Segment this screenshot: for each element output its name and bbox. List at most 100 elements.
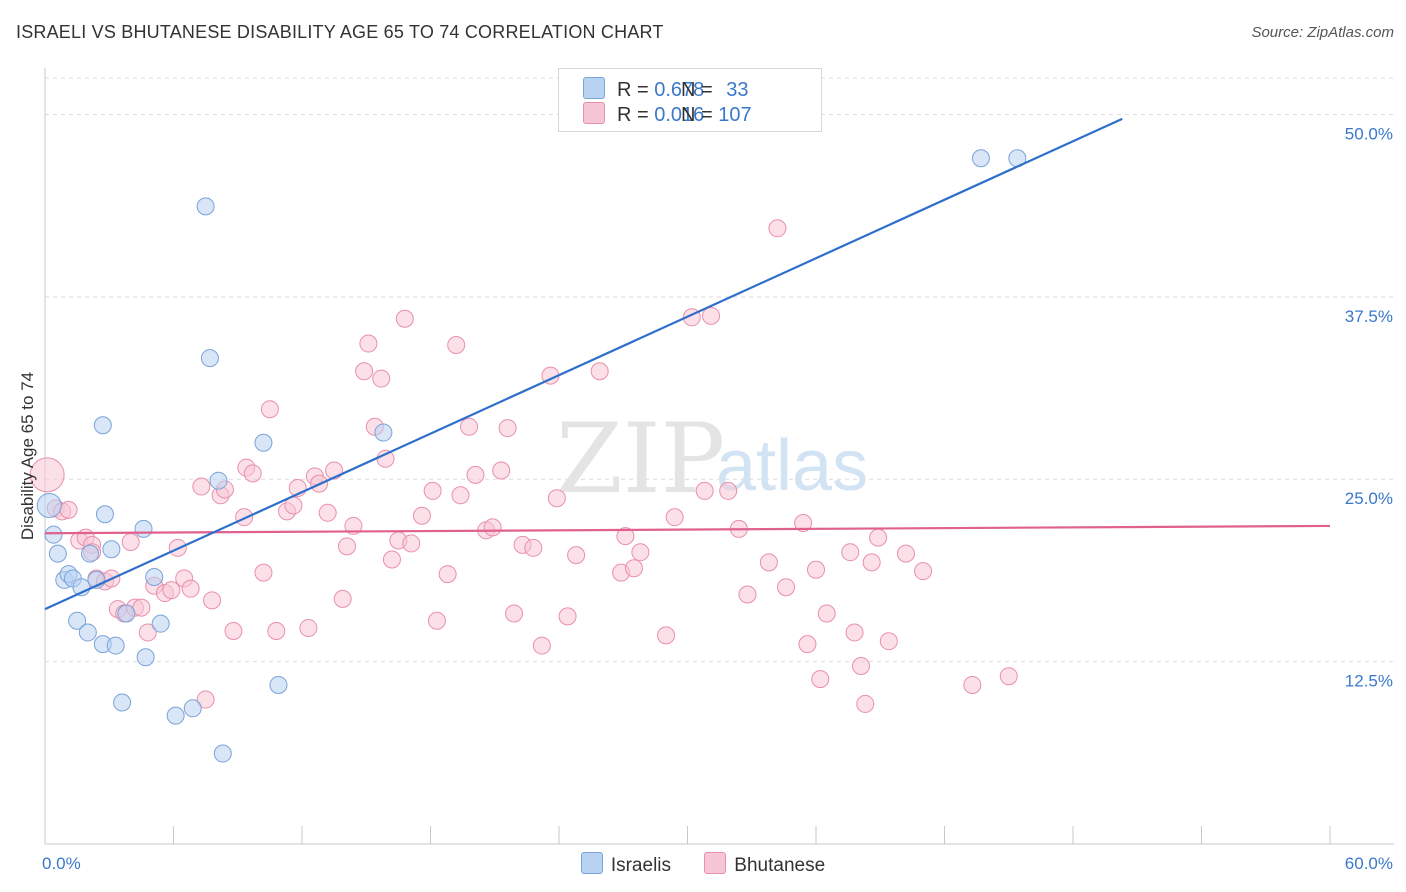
x-tick-label-right: 60.0%: [1345, 854, 1393, 873]
israelis-point-23: [183, 699, 202, 718]
israelis-point-28: [254, 433, 273, 452]
bhutanese-point-47: [359, 334, 378, 353]
bhutanese-point-65: [492, 461, 511, 480]
israelis-point-26: [209, 471, 228, 490]
bhutanese-point-83: [695, 481, 714, 500]
bhutanese-point-102: [879, 632, 898, 651]
bhutanese-point-58: [438, 565, 457, 584]
bhutanese-point-16: [138, 623, 157, 642]
bhutanese-point-98: [851, 656, 870, 675]
israelis-point-13: [95, 505, 114, 524]
bhutanese-point-97: [845, 623, 864, 642]
bhutanese-point-85: [719, 481, 738, 500]
bhutanese-point-64: [483, 518, 502, 537]
bhutanese-point-32: [254, 563, 273, 582]
bhutanese-point-84: [702, 306, 721, 325]
bhutanese-point-55: [412, 506, 431, 525]
israelis-legend-label: Israelis: [610, 855, 672, 876]
bhutanese-point-33: [260, 400, 279, 419]
bhutanese-point-78: [624, 559, 643, 578]
israelis-point-29: [269, 675, 288, 694]
bhutanese-point-88: [759, 553, 778, 572]
israelis-point-8: [78, 623, 97, 642]
bhutanese-legend-swatch: [704, 852, 727, 874]
bhutanese-point-54: [402, 534, 421, 553]
israelis-point-31: [971, 149, 990, 168]
israelis-point-6: [68, 611, 87, 630]
trend-lines: [44, 117, 1331, 611]
bhutanese-point-19: [162, 581, 181, 600]
bhutanese-point-73: [558, 607, 577, 626]
bhutanese-n-value: 107: [718, 104, 752, 126]
bhutanese-point-75: [590, 362, 609, 381]
bhutanese-point-70: [532, 636, 551, 655]
bhutanese-point-81: [665, 508, 684, 527]
israelis-r-value: 0.678: [654, 79, 705, 101]
bhutanese-point-95: [817, 604, 836, 623]
y-axis-title: Disability Age 65 to 74: [18, 372, 37, 540]
israelis-point-20: [145, 567, 164, 586]
israelis-point-12: [93, 416, 112, 435]
bhutanese-point-3: [59, 500, 78, 519]
bhutanese-point-99: [856, 694, 875, 713]
israelis-point-18: [134, 519, 153, 538]
legend-row-israelis: R = 0.678N = 33: [583, 77, 749, 101]
bhutanese-point-56: [423, 481, 442, 500]
bhutanese-point-24: [196, 690, 215, 709]
bhutanese-points: [29, 219, 1018, 713]
bhutanese-point-105: [963, 675, 982, 694]
bhutanese-point-60: [451, 486, 470, 505]
grid-lines: [45, 77, 1394, 663]
bhutanese-point-87: [738, 585, 757, 604]
legend-row-bhutanese: R = 0.016N = 107: [583, 102, 752, 126]
bhutanese-point-15: [132, 598, 151, 617]
israelis-point-25: [200, 349, 219, 368]
israelis-point-21: [151, 614, 170, 633]
bhutanese-trend-line: [44, 524, 1331, 535]
bhutanese-point-94: [811, 670, 830, 689]
bhutanese-point-46: [355, 362, 374, 381]
bhutanese-r-value: 0.016: [654, 104, 705, 126]
bhutanese-point-13: [121, 532, 140, 551]
israelis-points: [36, 149, 1027, 763]
bhutanese-point-49: [372, 369, 391, 388]
series-legend: Israelis Bhutanese: [0, 852, 1406, 877]
legend-item-israelis[interactable]: Israelis: [580, 852, 672, 877]
chart-title: ISRAELI VS BHUTANESE DISABILITY AGE 65 T…: [16, 22, 664, 42]
israelis-point-15: [106, 636, 125, 655]
bhutanese-point-23: [192, 477, 211, 496]
legend-item-bhutanese[interactable]: Bhutanese: [704, 852, 825, 877]
watermark-zip: ZIP: [556, 403, 725, 515]
israelis-point-14: [102, 540, 121, 559]
israelis-swatch: [583, 77, 605, 99]
bhutanese-point-62: [466, 465, 485, 484]
bhutanese-point-74: [567, 546, 586, 565]
bhutanese-point-77: [616, 527, 635, 546]
bhutanese-point-89: [768, 219, 787, 238]
bhutanese-point-51: [382, 550, 401, 569]
bhutanese-point-90: [777, 578, 796, 597]
bhutanese-point-57: [427, 611, 446, 630]
bhutanese-point-38: [299, 619, 318, 638]
bhutanese-point-101: [869, 528, 888, 547]
bhutanese-point-67: [505, 604, 524, 623]
y-tick-label-3: 50.0%: [1345, 124, 1393, 143]
bhutanese-legend-label: Bhutanese: [734, 855, 826, 876]
axes: [44, 68, 1394, 845]
bhutanese-point-91: [794, 514, 813, 533]
bhutanese-r-label: R =: [617, 104, 655, 126]
bhutanese-point-31: [243, 464, 262, 483]
israelis-point-17: [117, 604, 136, 623]
israelis-point-27: [213, 744, 232, 763]
bhutanese-point-44: [337, 537, 356, 556]
bhutanese-point-53: [395, 309, 414, 328]
israelis-point-9: [80, 544, 99, 563]
israelis-n-value: 33: [726, 79, 749, 101]
bhutanese-point-66: [498, 419, 517, 438]
bhutanese-swatch: [583, 102, 605, 124]
bhutanese-point-93: [807, 560, 825, 579]
bhutanese-point-50: [376, 449, 395, 468]
israelis-point-19: [136, 648, 155, 667]
bhutanese-point-0: [29, 457, 65, 493]
